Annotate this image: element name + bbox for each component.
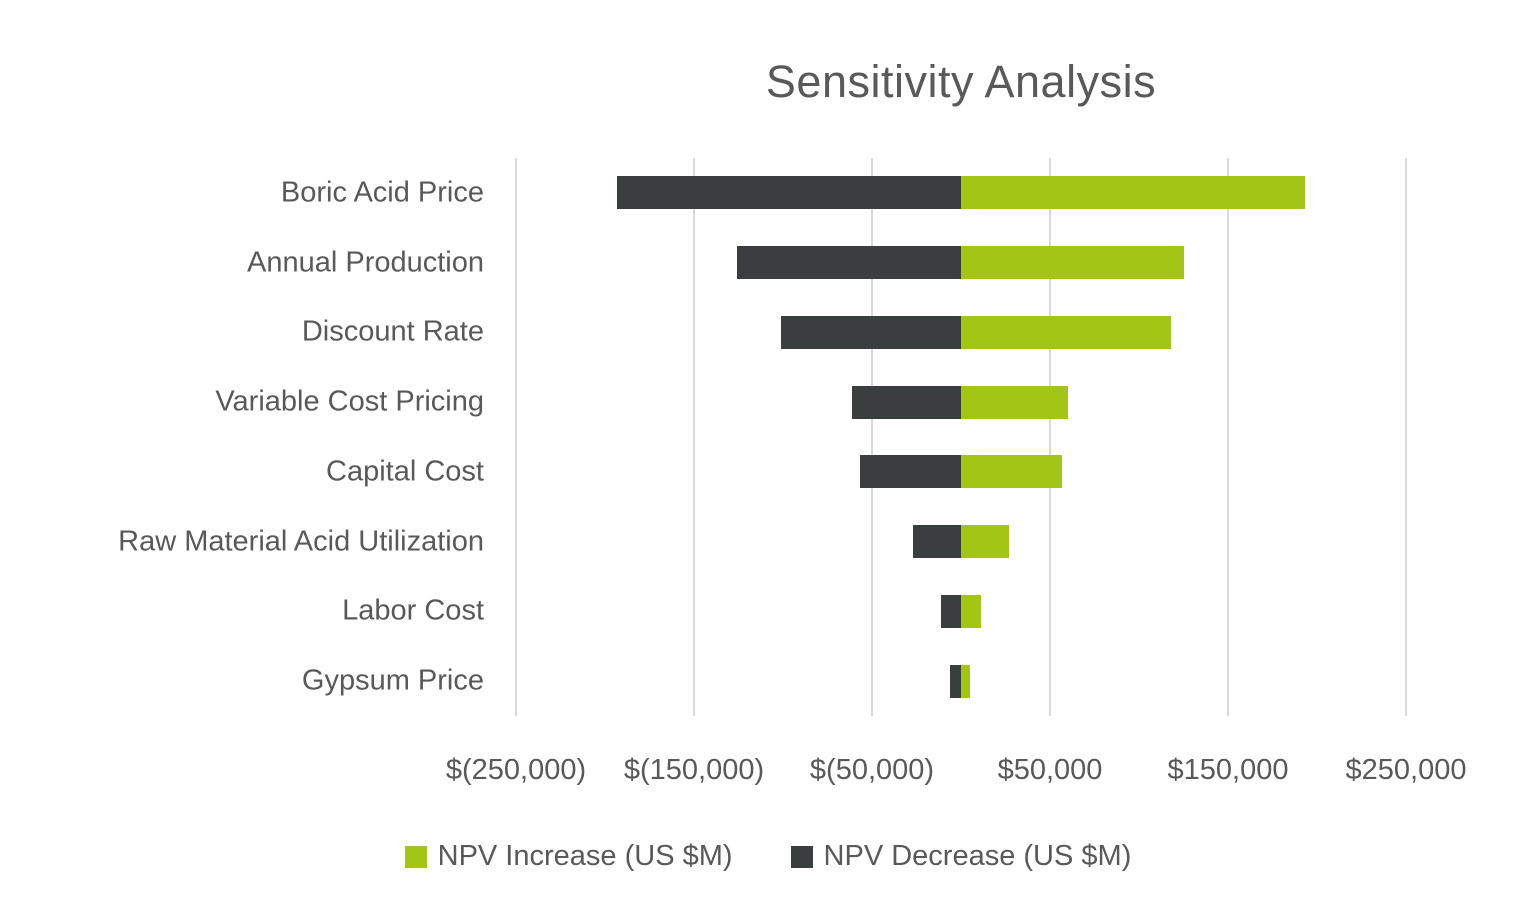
x-axis-tick-label: $250,000 <box>1345 754 1467 786</box>
bar-npv-decrease <box>736 246 961 280</box>
bar-npv-decrease <box>852 385 961 419</box>
x-axis-tick-label: $150,000 <box>1167 754 1289 786</box>
bar-npv-increase <box>961 385 1068 419</box>
bar-npv-increase <box>961 664 970 698</box>
bar-npv-increase <box>961 315 1172 349</box>
category-label: Boric Acid Price <box>280 176 484 209</box>
bar-npv-increase <box>961 594 981 628</box>
gridline <box>1227 158 1229 716</box>
x-axis-tick-label: $50,000 <box>997 754 1103 786</box>
category-label: Capital Cost <box>326 455 484 488</box>
legend-item: NPV Increase (US $M) <box>404 840 733 873</box>
chart-title: Sensitivity Analysis <box>765 56 1157 107</box>
category-label: Variable Cost Pricing <box>215 385 484 418</box>
bar-npv-increase <box>961 525 1010 559</box>
bar-npv-increase <box>961 176 1305 210</box>
legend-swatch-icon <box>790 845 813 868</box>
bar-npv-decrease <box>859 455 961 489</box>
category-label: Labor Cost <box>342 594 484 627</box>
bar-npv-decrease <box>781 315 961 349</box>
category-label: Discount Rate <box>301 315 484 348</box>
gridline <box>1049 158 1051 716</box>
bar-npv-decrease <box>950 664 961 698</box>
x-axis-tick-label: $(250,000) <box>445 754 587 786</box>
gridline <box>1405 158 1407 716</box>
bar-npv-decrease <box>941 594 961 628</box>
category-label: Raw Material Acid Utilization <box>118 525 484 558</box>
legend-label: NPV Increase (US $M) <box>437 840 733 872</box>
gridline <box>515 158 517 716</box>
bar-npv-increase <box>961 455 1063 489</box>
category-label: Gypsum Price <box>301 664 484 697</box>
category-label: Annual Production <box>247 246 484 279</box>
legend-item: NPV Decrease (US $M) <box>790 840 1132 873</box>
legend-label: NPV Decrease (US $M) <box>823 840 1132 872</box>
bar-npv-increase <box>961 246 1184 280</box>
bar-npv-decrease <box>912 525 961 559</box>
x-axis-tick-label: $(50,000) <box>809 754 935 786</box>
gridline <box>871 158 873 716</box>
bar-npv-decrease <box>617 176 961 210</box>
gridline <box>693 158 695 716</box>
legend: NPV Increase (US $M) NPV Decrease (US $M) <box>0 840 1536 873</box>
legend-swatch-icon <box>404 845 427 868</box>
x-axis-tick-label: $(150,000) <box>623 754 765 786</box>
